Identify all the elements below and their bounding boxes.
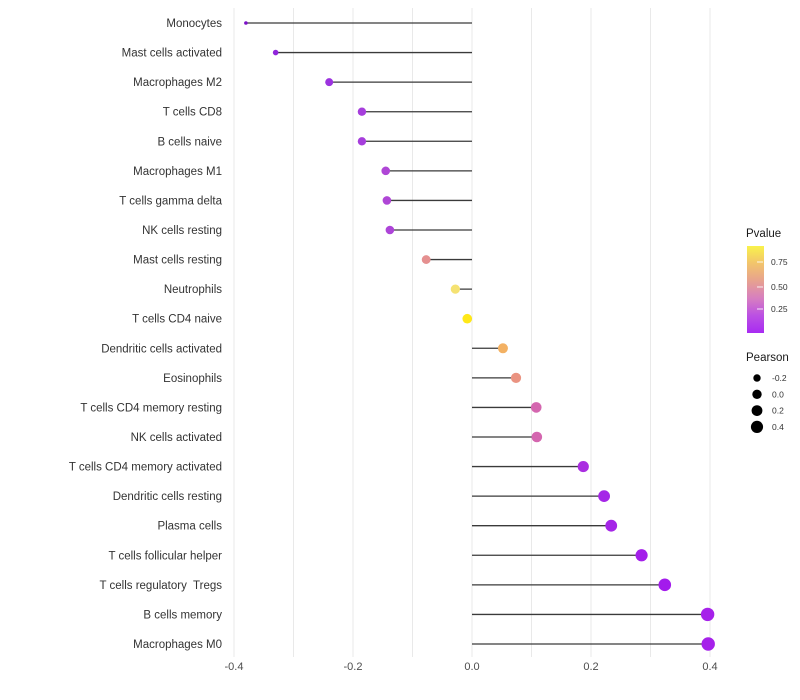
lollipop-row: T cells CD8 [163,107,472,119]
dot [497,343,508,354]
x-axis: -0.4 -0.2 0.0 0.2 0.4 [225,661,718,673]
dot [381,166,391,176]
row-label: Neutrophils [164,284,222,296]
x-tick-label: 0.4 [702,661,717,673]
x-tick-label: -0.4 [225,661,244,673]
row-label: Macrophages M1 [133,166,222,178]
colorbar-tick-label: 0.50 [771,282,788,292]
row-label: NK cells resting [142,225,222,237]
lollipop-row: Dendritic cells resting [113,490,610,503]
row-label: Mast cells resting [133,255,222,267]
row-label: Plasma cells [157,521,222,533]
lollipop-row: T cells regulatory Tregs [99,578,672,592]
row-label: Macrophages M0 [133,639,222,651]
dot [244,21,248,25]
lollipop-row: Eosinophils [163,372,522,385]
dot [635,549,648,562]
lollipop-row: B cells naive [157,136,472,148]
dot [421,255,431,264]
row-label: Macrophages M2 [133,77,222,89]
dot [385,225,395,235]
size-legend-label: 0.4 [772,422,784,432]
colorbar-tick-label: 0.25 [771,304,788,314]
colorbar-tick-label: 0.75 [771,257,788,267]
size-legend-label: 0.2 [772,406,784,416]
legend: Pvalue 0.75 0.50 0.25 Pearson -0.2 0.0 0.2 0.… [746,228,789,433]
row-label: T cells gamma delta [119,195,222,207]
row-label: Dendritic cells resting [113,491,222,503]
gridlines [233,8,711,657]
size-legend-label: -0.2 [772,373,787,383]
lollipop-row: Neutrophils [164,284,472,296]
dot [462,313,473,324]
row-label: T cells CD4 naive [132,314,222,326]
pvalue-legend-title: Pvalue [746,228,781,240]
dot [531,431,543,443]
lollipop-row: Macrophages M2 [133,77,472,89]
row-label: Monocytes [166,18,222,30]
dot [577,460,589,473]
lollipop-row: T cells gamma delta [119,195,472,207]
lollipop-row: B cells memory [143,607,715,622]
row-label: B cells naive [157,136,222,148]
x-tick-label: -0.2 [344,661,363,673]
row-label: T cells CD8 [163,107,222,119]
x-tick-label: 0.2 [583,661,598,673]
row-label: T cells regulatory Tregs [99,580,222,592]
dot [598,490,610,503]
row-label: Eosinophils [163,373,222,385]
lollipop-row: NK cells activated [131,431,543,444]
lollipop-row: Macrophages M0 [133,637,715,651]
dot [658,578,672,592]
x-tick-label: 0.0 [464,661,479,673]
size-legend-dot [753,374,761,382]
dot [357,137,367,146]
lollipop-row: T cells CD4 memory resting [80,402,542,414]
chart-rows: Monocytes Mast cells activated Macrophages… [69,18,715,651]
size-legend-label: 0.0 [772,389,784,399]
dot [325,78,334,87]
row-label: Dendritic cells activated [101,343,222,355]
row-label: T cells CD4 memory activated [69,462,222,474]
lollipop-row: T cells CD4 memory activated [69,460,589,474]
pearson-size-legend: -0.2 0.0 0.2 0.4 [750,373,787,433]
dot [605,519,618,532]
dot [530,402,542,413]
dot [272,49,279,56]
lollipop-row: T cells CD4 naive [132,313,473,326]
size-legend-dot [751,405,763,416]
size-legend-dot [750,420,764,433]
pvalue-colorbar [747,246,764,333]
row-label: B cells memory [143,609,222,621]
pearson-legend-title: Pearson [746,352,789,364]
dot [701,637,715,651]
lollipop-row: Plasma cells [157,519,618,533]
dot [357,107,367,116]
lollipop-row: NK cells resting [142,225,472,237]
lollipop-row: Macrophages M1 [133,166,472,178]
dot [450,284,460,294]
lollipop-row: Mast cells resting [133,255,472,267]
row-label: T cells CD4 memory resting [80,402,222,414]
pvalue-colorbar-ticks: 0.75 0.50 0.25 [757,257,788,314]
lollipop-row: Monocytes [166,18,472,30]
lollipop-row: Mast cells activated [122,48,472,60]
size-legend-dot [752,389,762,399]
lollipop-row: T cells follicular helper [108,549,648,562]
dot [382,196,392,205]
row-label: NK cells activated [131,432,222,444]
row-label: T cells follicular helper [108,550,222,562]
dot [700,607,715,622]
row-label: Mast cells activated [122,48,222,60]
lollipop-row: Dendritic cells activated [101,343,508,355]
dot [510,372,522,383]
